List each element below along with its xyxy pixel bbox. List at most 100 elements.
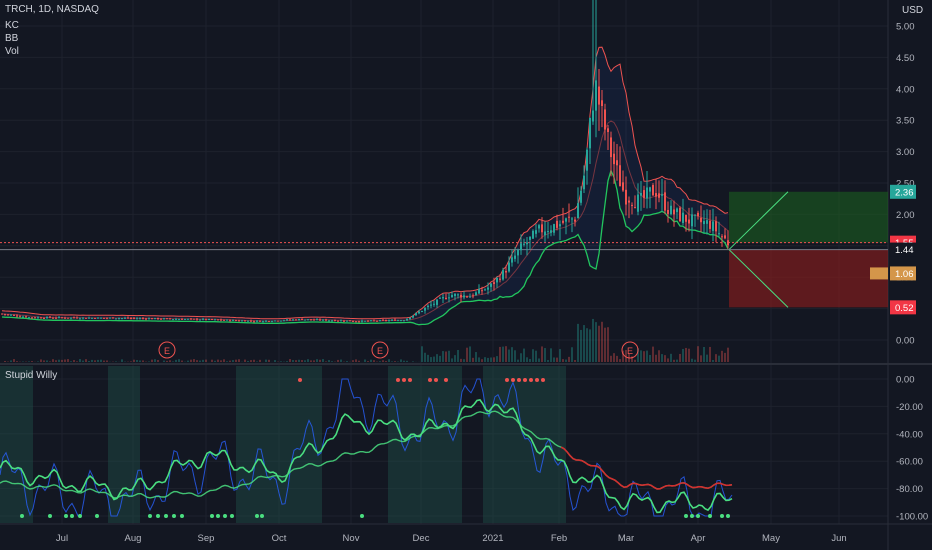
volume-bar bbox=[676, 359, 678, 362]
overbought-dot bbox=[517, 378, 521, 382]
volume-bar bbox=[394, 361, 396, 362]
volume-bar bbox=[232, 360, 234, 362]
candle-body bbox=[709, 220, 711, 229]
candle-body bbox=[613, 153, 615, 165]
candle-body bbox=[607, 128, 609, 133]
candle-body bbox=[634, 207, 636, 209]
candle-body bbox=[262, 320, 264, 322]
candle-body bbox=[118, 318, 120, 320]
legend-bb[interactable]: BB bbox=[5, 33, 19, 44]
volume-bar bbox=[619, 359, 621, 362]
volume-bar bbox=[16, 361, 18, 362]
candle-body bbox=[163, 318, 165, 320]
candle-body bbox=[76, 317, 78, 319]
candle-body bbox=[595, 80, 597, 111]
candle-body bbox=[295, 319, 297, 321]
volume-bar bbox=[445, 351, 447, 362]
candle-body bbox=[226, 319, 228, 321]
volume-bar bbox=[643, 351, 645, 362]
volume-bar bbox=[463, 359, 465, 362]
volume-bar bbox=[439, 355, 441, 362]
oversold-dot bbox=[148, 514, 152, 518]
candle-body bbox=[244, 320, 246, 322]
volume-bar bbox=[484, 357, 486, 362]
volume-bar bbox=[385, 361, 387, 362]
volume-bar bbox=[718, 355, 720, 362]
volume-bar bbox=[532, 349, 534, 362]
volume-bar bbox=[151, 359, 153, 362]
volume-bar bbox=[541, 346, 543, 362]
volume-bar bbox=[223, 359, 225, 362]
volume-bar bbox=[556, 357, 558, 362]
candle-body bbox=[553, 224, 555, 233]
candle-body bbox=[211, 318, 213, 320]
candle-body bbox=[700, 217, 702, 223]
candle-body bbox=[91, 317, 93, 319]
time-tick-label: May bbox=[762, 533, 780, 544]
oversold-dot bbox=[720, 514, 724, 518]
candle-body bbox=[325, 319, 327, 321]
osc-tick-label: -80.00 bbox=[896, 484, 923, 495]
volume-bar bbox=[421, 346, 423, 362]
candle-body bbox=[292, 319, 294, 321]
candle-body bbox=[16, 315, 18, 317]
volume-bar bbox=[490, 357, 492, 362]
oversold-dot bbox=[726, 514, 730, 518]
volume-bar bbox=[682, 348, 684, 362]
candle-body bbox=[460, 294, 462, 298]
candle-body bbox=[628, 200, 630, 203]
volume-bar bbox=[379, 361, 381, 362]
earnings-marker-label: E bbox=[377, 346, 383, 356]
volume-bar bbox=[391, 361, 393, 362]
volume-bar bbox=[31, 361, 33, 362]
candle-body bbox=[283, 320, 285, 322]
volume-bar bbox=[475, 352, 477, 362]
volume-bar bbox=[313, 360, 315, 362]
candle-body bbox=[421, 310, 423, 312]
candle-body bbox=[181, 318, 183, 320]
legend-kc[interactable]: KC bbox=[5, 20, 19, 31]
symbol-title[interactable]: TRCH, 1D, NASDAQ bbox=[5, 4, 99, 15]
volume-bar bbox=[172, 361, 174, 362]
volume-bar bbox=[181, 360, 183, 362]
price-tag: 1.44 bbox=[890, 242, 916, 257]
candle-body bbox=[268, 320, 270, 322]
volume-bar bbox=[580, 329, 582, 362]
volume-bar bbox=[481, 359, 483, 362]
oversold-dot bbox=[260, 514, 264, 518]
candle-body bbox=[439, 297, 441, 299]
osc-zone bbox=[0, 366, 33, 523]
candle-body bbox=[379, 320, 381, 322]
volume-bar bbox=[322, 359, 324, 362]
volume-bar bbox=[478, 357, 480, 362]
oversold-dot bbox=[216, 514, 220, 518]
volume-bar bbox=[448, 350, 450, 362]
volume-bar bbox=[664, 355, 666, 362]
candle-body bbox=[685, 214, 687, 222]
candle-body bbox=[94, 317, 96, 319]
candle-body bbox=[247, 320, 249, 322]
volume-bar bbox=[217, 359, 219, 362]
volume-bar bbox=[496, 356, 498, 362]
price-tag-box bbox=[890, 184, 916, 199]
oscillator-title[interactable]: Stupid Willy bbox=[5, 370, 58, 381]
oversold-dot bbox=[172, 514, 176, 518]
candle-body bbox=[217, 319, 219, 321]
volume-bar bbox=[667, 358, 669, 362]
candle-body bbox=[1, 313, 3, 315]
candle-body bbox=[679, 207, 681, 222]
overbought-dot bbox=[396, 378, 400, 382]
candle-body bbox=[532, 230, 534, 239]
volume-bar bbox=[187, 360, 189, 362]
candle-body bbox=[10, 314, 12, 316]
candle-body bbox=[358, 321, 360, 323]
legend-vol[interactable]: Vol bbox=[5, 46, 19, 57]
candle-body bbox=[451, 295, 453, 298]
candle-body bbox=[202, 318, 204, 320]
volume-bar bbox=[163, 360, 165, 362]
candle-body bbox=[565, 218, 567, 222]
overbought-dot bbox=[529, 378, 533, 382]
candle-body bbox=[316, 319, 318, 321]
price-tag-box bbox=[890, 266, 916, 281]
candle-body bbox=[586, 149, 588, 171]
